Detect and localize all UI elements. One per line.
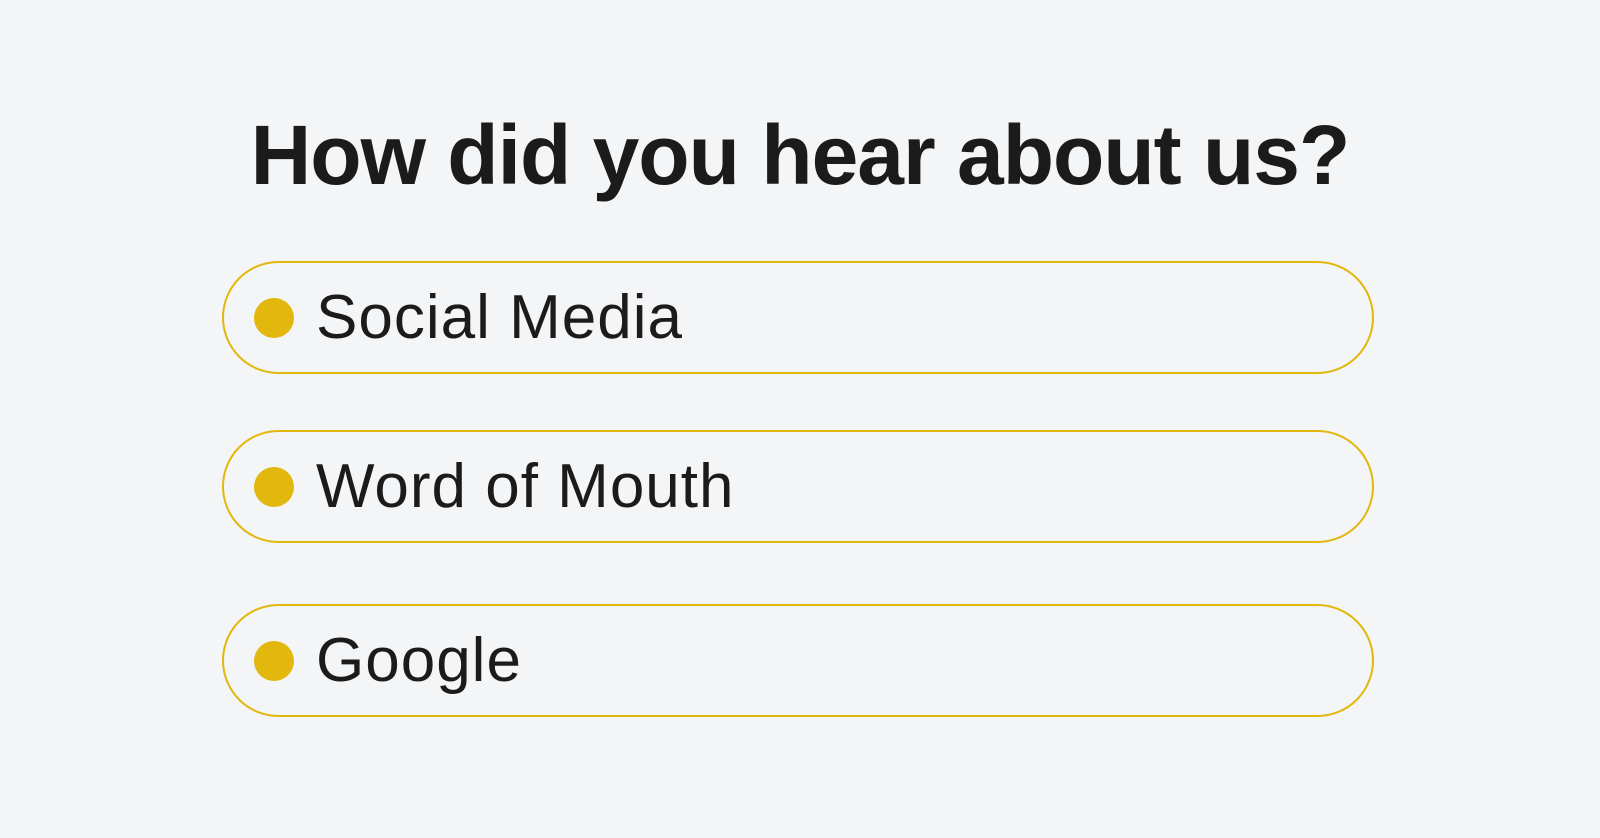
option[interactable]: Social Media	[222, 261, 1374, 374]
radio-dot	[254, 297, 294, 338]
option-label: Google	[316, 626, 522, 695]
option[interactable]: Google	[222, 604, 1374, 717]
option-label: Social Media	[316, 283, 683, 352]
question-title: How did you hear about us?	[250, 108, 1351, 202]
radio-dot	[254, 640, 294, 681]
option-label: Word of Mouth	[316, 452, 735, 521]
option[interactable]: Word of Mouth	[222, 430, 1374, 543]
radio-dot	[254, 466, 294, 507]
